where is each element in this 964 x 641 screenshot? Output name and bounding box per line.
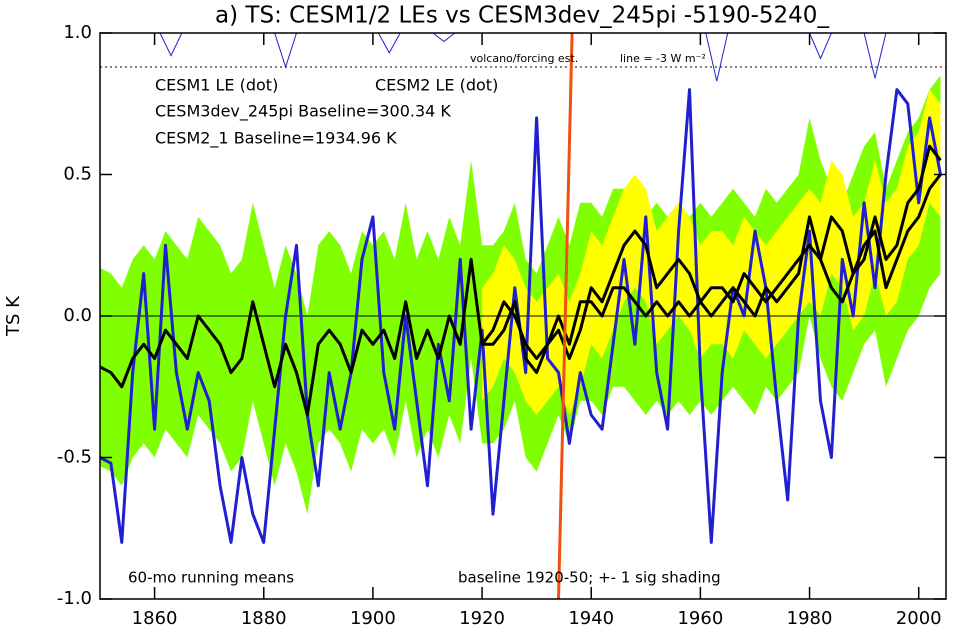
y-tick-label: 1.0 — [63, 22, 92, 43]
plot-area — [100, 33, 946, 599]
annotation: 60-mo running means — [128, 569, 294, 587]
x-tick-label: 1940 — [568, 608, 614, 629]
mean-line — [480, 144, 942, 360]
band — [482, 89, 941, 415]
x-tick-label: 1960 — [677, 608, 723, 629]
y-tick-label: 0.0 — [63, 305, 92, 326]
forcing-label: volcano/forcing est. — [470, 52, 578, 65]
y-tick-label: -1.0 — [57, 588, 92, 609]
annotation: baseline 1920-50; +- 1 sig shading — [458, 569, 721, 587]
x-tick-label: 1880 — [241, 608, 287, 629]
axes: volcano/forcing est. line = -3 W m⁻² CESM1… — [57, 22, 947, 629]
x-tick-label: 1860 — [132, 608, 178, 629]
y-axis-label: TS K — [3, 295, 24, 337]
chart-title: a) TS: CESM1/2 LEs vs CESM3dev_245pi -51… — [215, 3, 829, 29]
legend-label: CESM2_1 Baseline=1934.96 K — [155, 129, 397, 149]
mean-line — [100, 173, 942, 417]
series-line — [557, 33, 574, 599]
y-tick-label: -0.5 — [57, 447, 92, 468]
forcing-reference-label: line = -3 W m⁻² — [620, 52, 706, 65]
legend-label: CESM2 LE (dot) — [375, 76, 498, 95]
x-tick-label: 1920 — [459, 608, 505, 629]
legend-label: CESM1 LE (dot) — [155, 76, 278, 95]
forcing-line — [100, 33, 946, 82]
x-tick-label: 2000 — [896, 608, 942, 629]
legend-label: CESM3dev_245pi Baseline=300.34 K — [155, 102, 451, 122]
y-tick-label: 0.5 — [63, 164, 92, 185]
x-tick-label: 1900 — [350, 608, 396, 629]
x-tick-label: 1980 — [787, 608, 833, 629]
